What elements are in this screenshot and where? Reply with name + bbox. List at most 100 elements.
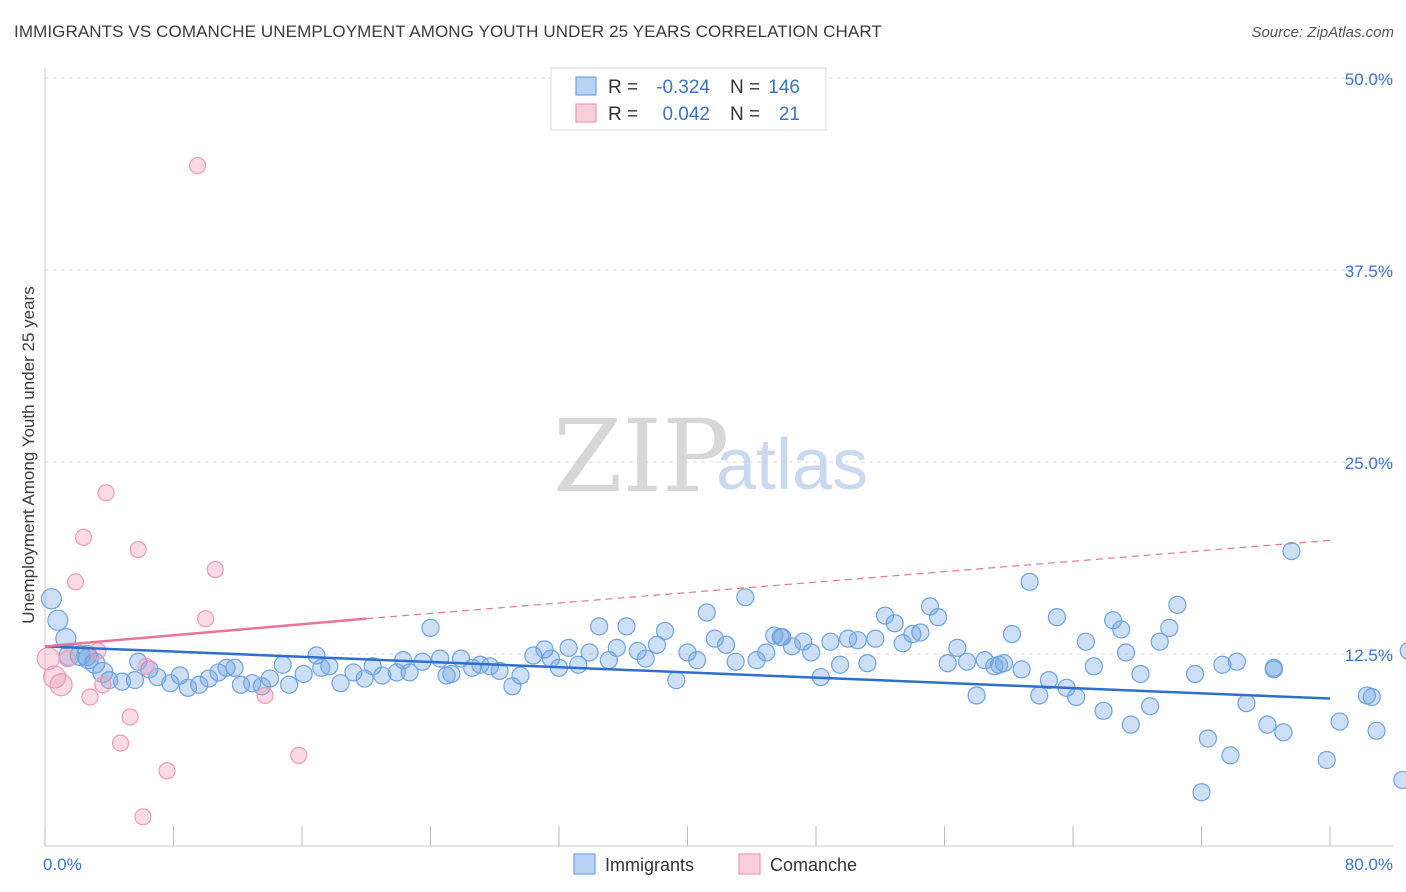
immigrants-point	[1362, 687, 1381, 707]
comanche-trend-extension	[366, 539, 1331, 620]
immigrants-point	[363, 657, 382, 676]
immigrants-point	[312, 658, 331, 677]
bottom-legend: Immigrants Comanche	[573, 853, 857, 875]
legend-swatch-comanche	[575, 103, 597, 123]
x-tick-label-min: 0.0%	[43, 855, 82, 874]
immigrants-point	[948, 638, 967, 657]
immigrants-point	[511, 666, 530, 685]
comanche-point	[81, 688, 99, 706]
immigrants-point	[535, 640, 554, 659]
immigrants-point	[802, 643, 821, 662]
bottom-legend-swatch-comanche	[738, 853, 761, 875]
watermark-atlas: atlas	[716, 425, 868, 505]
immigrants-point	[975, 651, 994, 670]
immigrants-point	[678, 643, 697, 662]
immigrants-point	[1067, 687, 1086, 707]
immigrants-point	[40, 588, 63, 610]
comanche-point	[158, 762, 176, 780]
comanche-point	[134, 808, 152, 826]
bottom-legend-immigrants: Immigrants	[605, 855, 694, 875]
immigrants-point	[273, 655, 292, 674]
immigrants-point	[199, 669, 218, 688]
immigrants-point	[490, 661, 509, 680]
immigrants-point	[1002, 624, 1022, 644]
immigrants-point	[697, 603, 716, 622]
immigrants-point	[421, 618, 440, 637]
comanche-points	[36, 156, 308, 826]
immigrants-point	[957, 652, 977, 671]
immigrants-point	[771, 628, 790, 647]
immigrants-point	[1399, 642, 1406, 660]
comanche-point	[74, 528, 93, 546]
immigrants-point	[1198, 729, 1218, 748]
comanche-point	[290, 746, 308, 764]
immigrants-point	[1039, 671, 1059, 690]
immigrants-point	[866, 629, 885, 648]
legend-box	[550, 67, 827, 131]
y-tick-label: 50.0%	[1345, 70, 1393, 89]
trend-lines	[44, 539, 1331, 700]
immigrants-point	[1112, 620, 1131, 639]
immigrants-point	[617, 617, 636, 636]
immigrants-point	[667, 671, 686, 690]
immigrants-point	[928, 608, 948, 627]
immigrants-point	[559, 638, 578, 657]
immigrants-point	[373, 666, 392, 685]
immigrants-point	[893, 634, 912, 653]
comanche-point	[66, 573, 85, 591]
immigrants-point	[1121, 715, 1140, 734]
immigrants-point	[967, 686, 986, 705]
immigrants-point	[885, 614, 904, 633]
legend-n-value-2: 21	[779, 104, 800, 125]
immigrants-point	[260, 669, 279, 688]
immigrants-point	[1168, 595, 1187, 614]
immigrants-point	[431, 649, 450, 668]
immigrants-point	[821, 632, 840, 651]
gridlines	[45, 77, 1393, 655]
immigrants-point	[848, 631, 867, 650]
immigrants-point	[331, 674, 350, 693]
immigrants-point	[1116, 643, 1136, 662]
immigrants-point	[161, 674, 180, 693]
immigrants-point	[858, 654, 877, 673]
immigrants-point	[1185, 664, 1205, 684]
watermark-zip: ZIP	[553, 398, 729, 515]
chart-title: IMMIGRANTS VS COMANCHE UNEMPLOYMENT AMON…	[14, 22, 882, 41]
immigrants-point	[1094, 701, 1113, 720]
immigrants-point	[1030, 686, 1049, 705]
immigrants-point	[938, 654, 957, 673]
immigrants-point	[580, 643, 599, 662]
immigrants-point	[726, 652, 745, 671]
comanche-point	[94, 676, 112, 694]
legend-r-label-1: R =	[608, 77, 638, 98]
immigrants-trend-line	[44, 645, 1331, 700]
immigrants-point	[647, 635, 667, 654]
immigrants-point	[1264, 660, 1283, 679]
immigrants-point	[344, 663, 363, 682]
immigrants-point	[1076, 632, 1095, 651]
bottom-legend-swatch-immigrants	[573, 853, 596, 875]
immigrants-point	[76, 644, 98, 667]
legend-n-label-1: N =	[730, 77, 760, 98]
immigrants-point	[1131, 664, 1150, 684]
immigrants-point	[607, 638, 626, 657]
legend-r-value-1: -0.324	[656, 77, 710, 98]
immigrants-point	[225, 658, 244, 677]
immigrants-point	[1258, 715, 1277, 734]
legend: R = -0.324 N = 146 R = 0.042 N = 21	[550, 67, 827, 131]
legend-swatch-immigrants	[575, 76, 597, 96]
immigrants-point	[757, 643, 776, 662]
comanche-point	[129, 540, 147, 559]
immigrants-points	[40, 541, 1406, 802]
comanche-point	[206, 560, 224, 579]
immigrants-point	[1330, 712, 1349, 731]
immigrants-point	[125, 671, 145, 690]
immigrants-point	[911, 623, 930, 642]
immigrants-point	[1317, 750, 1336, 770]
immigrants-point	[1047, 608, 1067, 627]
immigrants-point	[400, 663, 419, 682]
comanche-point	[49, 673, 73, 697]
watermark: ZIP atlas	[553, 398, 868, 515]
immigrants-point	[178, 678, 198, 697]
immigrants-point	[1150, 632, 1169, 651]
